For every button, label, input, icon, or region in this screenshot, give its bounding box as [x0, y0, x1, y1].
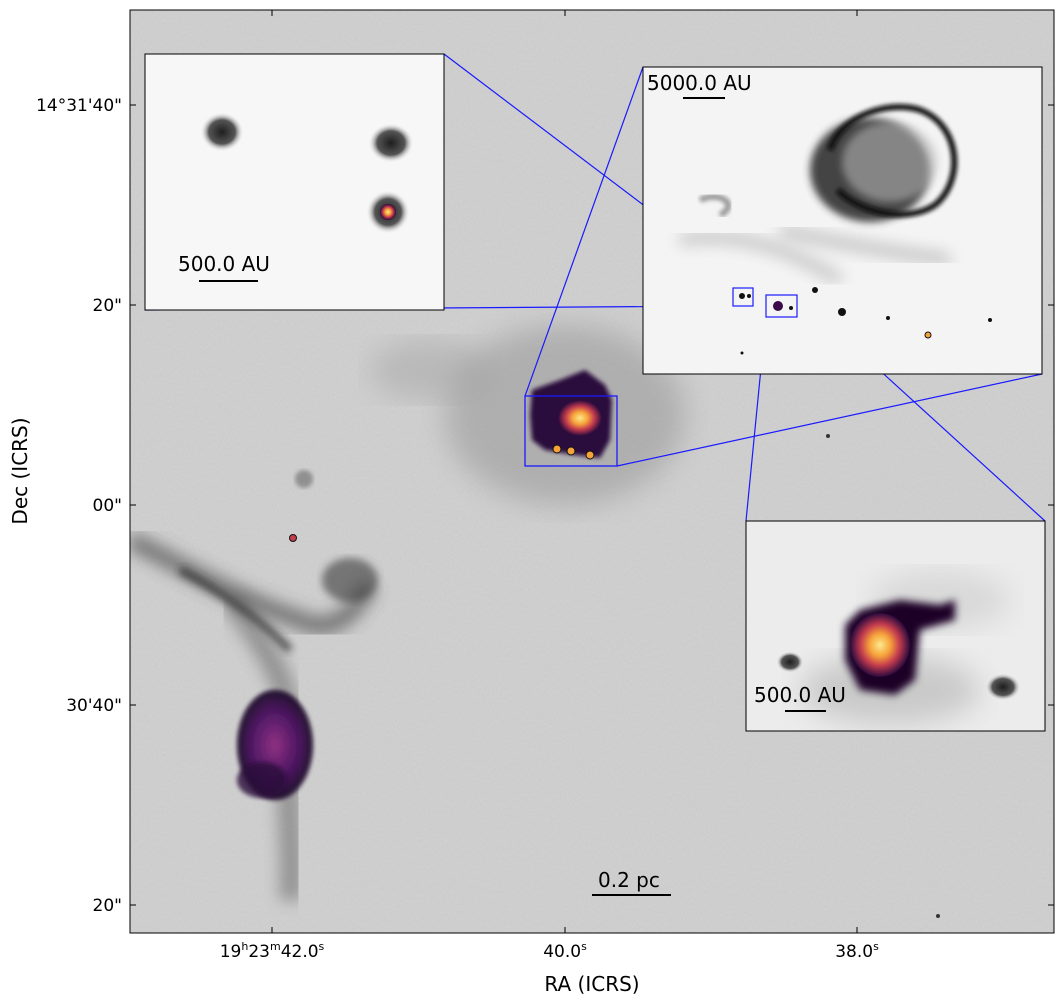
main-image-frame	[129, 9, 1055, 934]
southern-filament	[130, 531, 378, 902]
inset-bottom-right	[746, 521, 1045, 731]
zoom-box-right	[765, 294, 798, 318]
inset-large-frame	[642, 66, 1043, 375]
scalebar-large-label: 5000.0 AU	[647, 71, 752, 95]
x-tick-label-ra-42: 19h23m42.0s	[220, 940, 325, 962]
inset-bottom-right-frame	[745, 520, 1046, 732]
x-tick-label-ra-40: 40.0s	[543, 940, 587, 962]
zoom-box-left	[732, 287, 754, 307]
x-tick-label-ra-38: 38.0s	[835, 940, 879, 962]
inset-top-left-frame	[144, 53, 445, 311]
y-tick-label: 20"	[93, 296, 122, 316]
scalebar-main-label: 0.2 pc	[598, 868, 660, 892]
scalebar-top-left-label: 500.0 AU	[178, 252, 270, 276]
zoom-box-main	[524, 395, 618, 467]
y-tick-label: 14°31'40"	[36, 96, 122, 116]
scalebar-bottom-right-label: 500.0 AU	[754, 683, 846, 707]
inset-top-left	[145, 54, 444, 310]
inset-large	[643, 67, 1042, 374]
tick-marks	[130, 10, 1054, 933]
y-tick-label: 00"	[93, 496, 122, 516]
central-source	[530, 370, 612, 460]
y-tick-label: 30'40"	[66, 696, 122, 716]
x-axis-title: RA (ICRS)	[544, 972, 639, 996]
y-axis-title: Dec (ICRS)	[8, 417, 32, 524]
y-tick-label: 20"	[93, 896, 122, 916]
